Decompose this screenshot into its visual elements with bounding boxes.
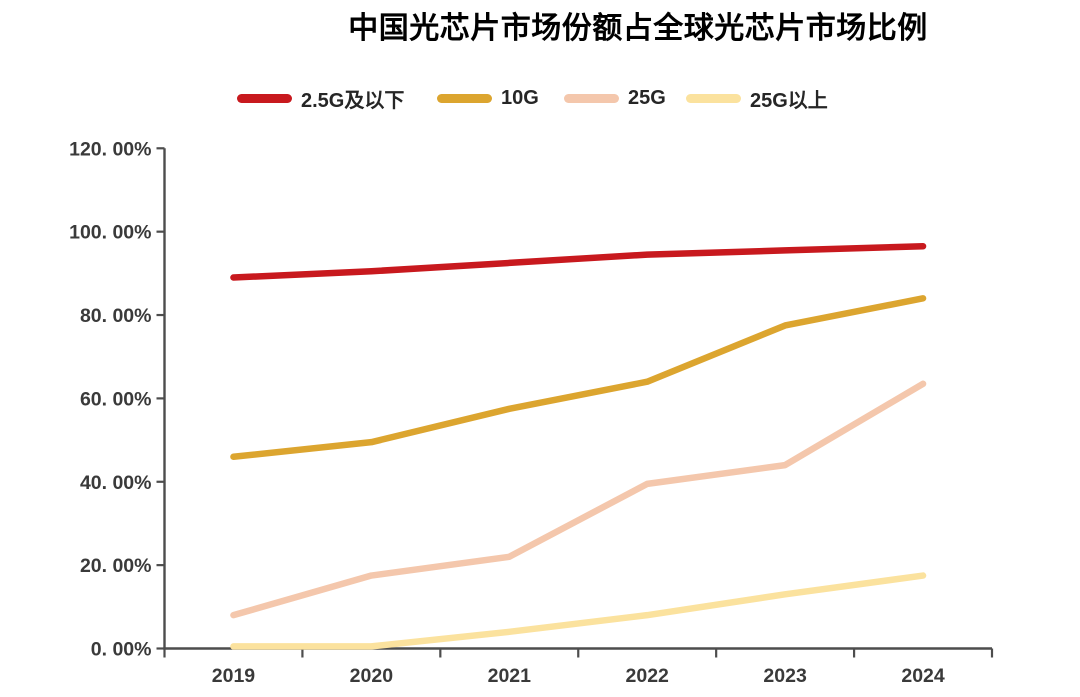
y-axis-label: 20. 00%: [80, 555, 152, 577]
legend-item-2.5G及以下: 2.5G及以下: [237, 84, 404, 112]
x-axis-label: 2020: [350, 665, 394, 687]
legend-swatch-icon: [437, 93, 492, 103]
y-axis-label: 120. 00%: [69, 138, 151, 160]
series-line-25G以上: [230, 572, 927, 650]
legend-label: 10G: [501, 86, 539, 109]
x-axis-label: 2024: [901, 665, 945, 687]
legend-item-10G: 10G: [437, 84, 539, 112]
chart-title: 中国光芯片市场份额占全球光芯片市场比例: [348, 12, 928, 45]
y-axis-label: 60. 00%: [80, 388, 152, 410]
series-line-10G: [230, 295, 927, 461]
y-axis-label: 100. 00%: [69, 222, 151, 244]
chart-legend: 2.5G及以下 10G 25G 25G以上: [0, 84, 1080, 112]
legend-label: 2.5G及以下: [301, 89, 405, 112]
series-line-2.5G及以下: [230, 243, 927, 281]
series-line-25G: [230, 380, 927, 619]
y-axis-label: 40. 00%: [80, 472, 152, 494]
legend-item-25G以上: 25G以上: [686, 84, 828, 112]
legend-item-25G: 25G: [564, 84, 666, 112]
x-axis-label: 2021: [488, 665, 532, 687]
x-axis-label: 2023: [763, 665, 807, 687]
legend-swatch-icon: [686, 93, 741, 103]
x-axis-label: 2019: [212, 665, 256, 687]
y-axis-label: 80. 00%: [80, 305, 152, 327]
legend-swatch-icon: [237, 93, 292, 103]
legend-label: 25G: [628, 86, 666, 109]
legend-swatch-icon: [564, 93, 619, 103]
legend-label: 25G以上: [750, 89, 828, 112]
y-axis-label: 0. 00%: [91, 639, 152, 661]
x-axis-label: 2022: [626, 665, 670, 687]
